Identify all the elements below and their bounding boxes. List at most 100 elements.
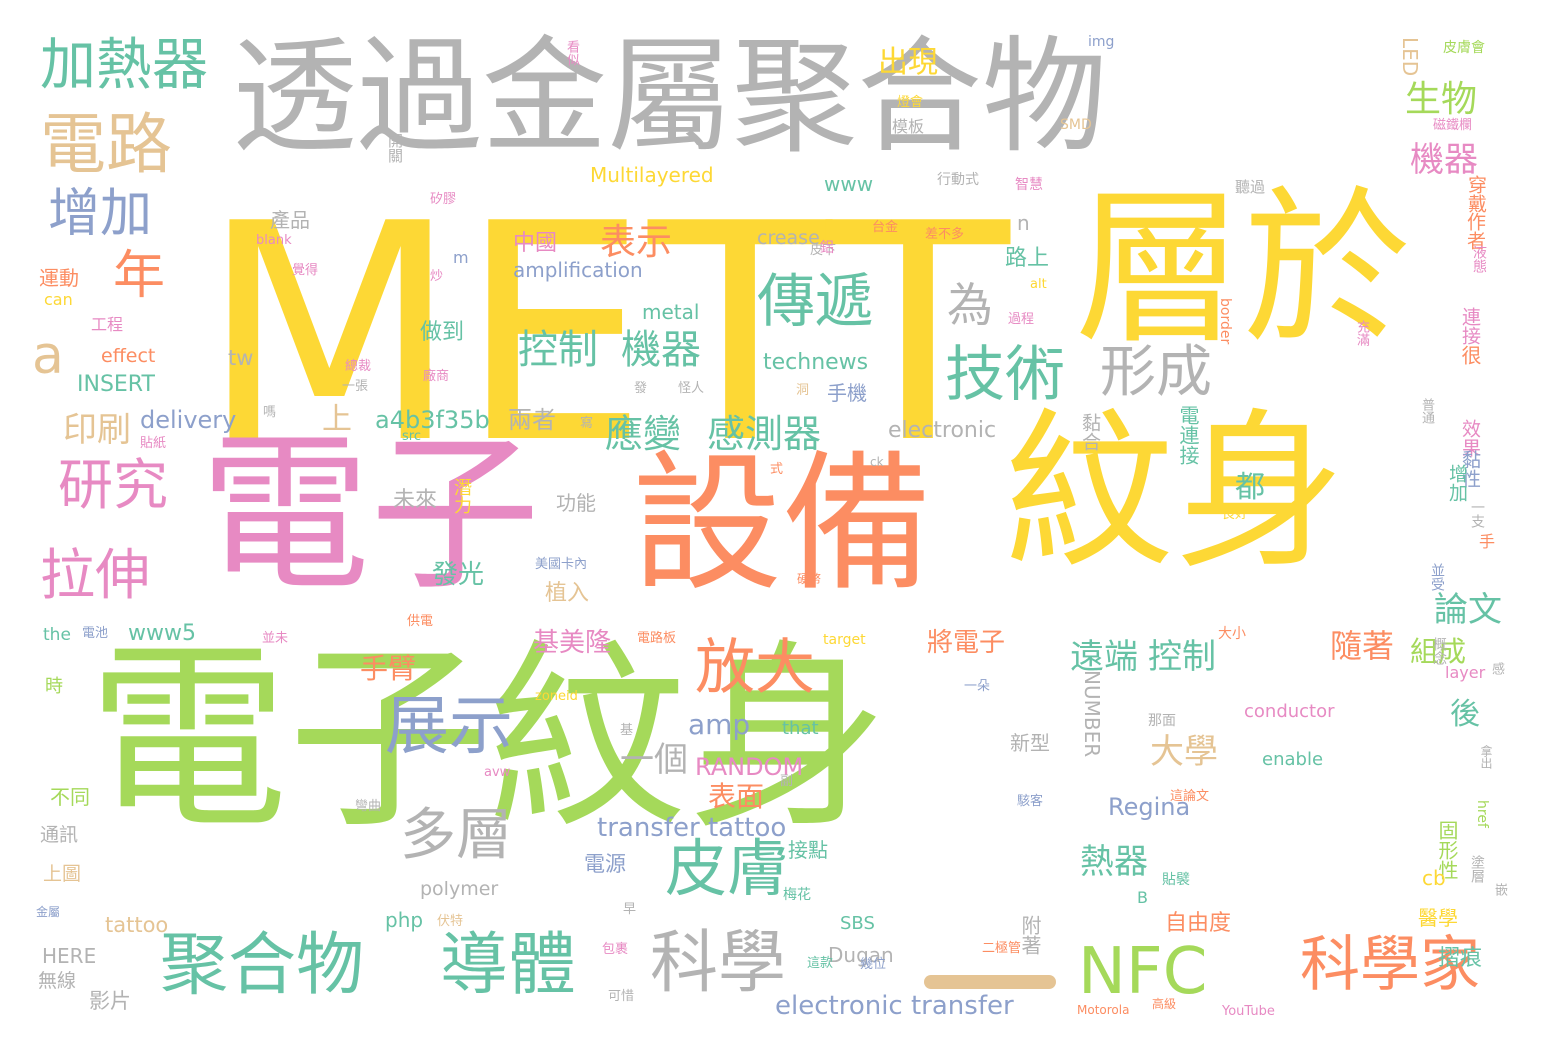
cloud-word: 未來: [393, 488, 438, 513]
cloud-word: 將電子: [927, 628, 1006, 658]
cloud-word: B: [1137, 888, 1148, 907]
cloud-word: technews: [763, 350, 869, 375]
cloud-word: 伏特: [437, 914, 464, 929]
cloud-word: 嵌: [1492, 883, 1507, 896]
cloud-word: 一張: [342, 379, 369, 394]
cloud-word: 植入: [545, 581, 590, 606]
cloud-word: 嗎: [263, 405, 277, 420]
cloud-word: 上: [322, 402, 352, 437]
cloud-word: 早: [623, 902, 637, 917]
cloud-word: img: [1088, 34, 1115, 50]
cloud-word: 設備: [632, 438, 933, 612]
cloud-word: 駭客: [1017, 794, 1044, 809]
cloud-word: 為: [947, 278, 993, 332]
cloud-word: 通訊: [40, 824, 79, 846]
cloud-word: 鋁: [820, 240, 834, 256]
cloud-word: 時: [45, 676, 63, 697]
cloud-word: Multilayered: [590, 163, 714, 187]
cloud-word: 磁鐵欄: [1433, 118, 1473, 133]
cloud-word: 科學家: [1300, 930, 1480, 1000]
cloud-word: 炒: [430, 269, 444, 284]
cloud-word: metal: [642, 300, 700, 324]
cloud-word: NUMBER: [1080, 670, 1104, 758]
cloud-word: 影片: [89, 989, 131, 1013]
cloud-word: 聽過: [1235, 178, 1266, 196]
cloud-word: 供電: [407, 614, 434, 629]
cloud-word: 這論文: [1170, 789, 1210, 804]
cloud-word: 看似: [564, 40, 579, 66]
cloud-word: 拿出: [1479, 745, 1493, 769]
cloud-word: 過程: [1008, 312, 1035, 327]
cloud-word: tattoo: [105, 913, 169, 937]
cloud-word: 隨著: [1330, 627, 1395, 665]
cloud-word: 貼紙: [140, 436, 167, 451]
cloud-word: 智慧: [1015, 177, 1043, 193]
cloud-word: LED: [1398, 37, 1422, 77]
cloud-word: 並受: [1429, 563, 1445, 591]
cloud-word: www: [824, 172, 874, 196]
cloud-word: 生物: [1405, 79, 1478, 120]
cloud-word: the: [43, 625, 71, 645]
cloud-word: 研究: [58, 453, 169, 517]
cloud-word: amplification: [513, 258, 643, 282]
cloud-word: 感: [1489, 662, 1504, 675]
cloud-word: 發光: [432, 560, 485, 590]
cloud-word: n: [1017, 211, 1030, 235]
underline-bar: [924, 975, 1056, 989]
cloud-word: border: [1217, 298, 1233, 345]
cloud-word: layer: [1445, 663, 1486, 682]
cloud-word: alt: [1030, 277, 1047, 292]
cloud-word: transfer tattoo: [597, 813, 787, 843]
cloud-word: 拉伸: [40, 543, 151, 607]
cloud-word: 形成: [1100, 340, 1212, 405]
cloud-word: 中國: [513, 231, 558, 256]
cloud-word: electronic transfer: [775, 991, 1014, 1021]
cloud-word: 導體: [440, 926, 577, 1005]
cloud-word: HERE: [42, 944, 97, 968]
cloud-word: 聚合物: [160, 926, 365, 1005]
cloud-word: 美國卡內: [535, 557, 588, 572]
cloud-word: 基美隆: [533, 628, 612, 658]
cloud-word: 這款: [807, 956, 834, 971]
cloud-word: 論文: [1434, 590, 1502, 630]
cloud-word: 並未: [262, 631, 289, 646]
cloud-word: 電連接: [1176, 405, 1200, 465]
cloud-word: 式: [770, 462, 784, 477]
cloud-word: 工程: [91, 315, 124, 334]
cloud-word: 發: [634, 381, 648, 396]
cloud-word: 做到: [420, 320, 465, 345]
cloud-word: ck: [870, 455, 884, 469]
cloud-word: NFC: [1078, 935, 1208, 1009]
cloud-word: 廠商: [423, 369, 450, 384]
cloud-word: 效果: [1459, 419, 1481, 457]
cloud-word: avw: [484, 765, 511, 780]
cloud-word: 感測器: [707, 412, 822, 456]
cloud-word: Dugan: [828, 943, 894, 967]
cloud-word: 充滿: [1354, 320, 1369, 346]
cloud-word: 硬幣: [797, 572, 822, 586]
cloud-word: SMD: [1060, 117, 1092, 133]
cloud-word: 摺痕: [1438, 946, 1483, 971]
cloud-word: SBS: [840, 913, 875, 934]
cloud-word: 寫: [580, 416, 594, 431]
cloud-word: 液態: [1471, 245, 1487, 273]
cloud-word: 附著: [1018, 915, 1042, 955]
cloud-word: 電源: [584, 852, 626, 876]
cloud-word: 金屬: [36, 905, 61, 919]
cloud-word: 功能: [556, 491, 596, 515]
cloud-word: 怪人: [678, 381, 705, 396]
cloud-word: 運動: [39, 266, 79, 290]
cloud-word: tw: [228, 346, 254, 370]
cloud-word: m: [453, 248, 469, 267]
cloud-word: a4b3f35b: [375, 406, 490, 434]
cloud-word: 控制: [1148, 637, 1216, 677]
cloud-word: 接點: [788, 838, 828, 862]
cloud-word: href: [1474, 800, 1490, 828]
cloud-word: 自由度: [1165, 911, 1232, 936]
cloud-word: 遠端: [1070, 637, 1138, 677]
cloud-word: enable: [1262, 749, 1324, 770]
cloud-word: 概念: [1431, 637, 1447, 665]
cloud-word: effect: [101, 345, 156, 367]
cloud-word: 連接: [1459, 307, 1481, 345]
cloud-word: 年: [113, 246, 166, 306]
